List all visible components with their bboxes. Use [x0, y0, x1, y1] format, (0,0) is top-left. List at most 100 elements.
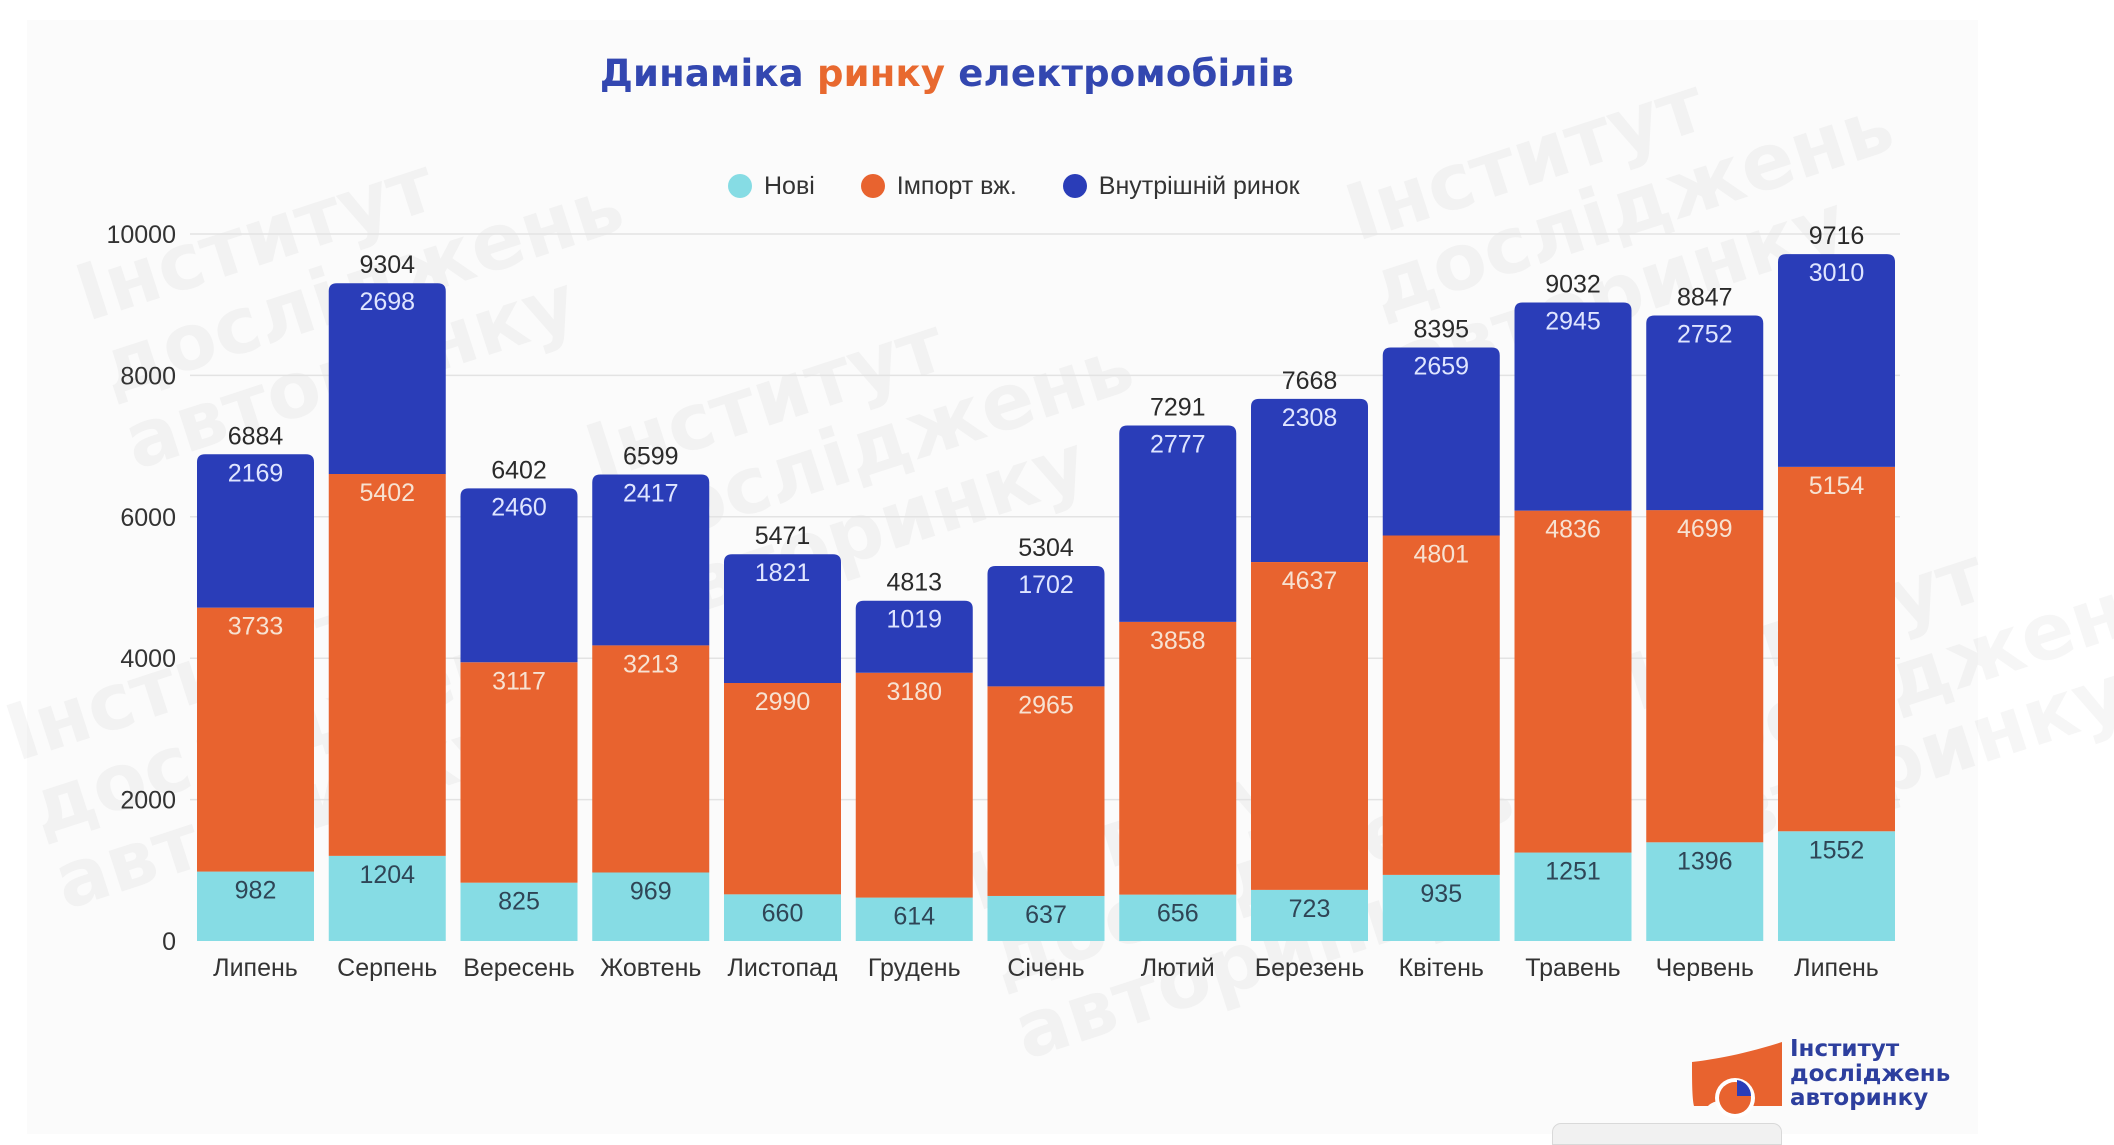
logo-text: Інститут досліджень авторинку [1790, 1037, 1950, 1111]
bars: 982 3733 2169 6884 1204 5402 2698 9304 825 3117 24… [197, 222, 1895, 941]
y-axis: 0 2000 4000 6000 8000 10000 [106, 221, 176, 956]
total-label: 8395 [1413, 315, 1469, 343]
bar-segment-domestic [855, 600, 973, 673]
bar-segment-domestic [1119, 425, 1237, 622]
data-label-domestic: 2752 [1677, 321, 1733, 349]
bar-segment-import [328, 473, 446, 856]
data-label-import: 3858 [1150, 627, 1206, 655]
total-label: 6599 [623, 442, 679, 470]
x-tick-label: Січень [1007, 954, 1084, 982]
data-label-import: 5402 [359, 479, 415, 507]
total-label: 6402 [491, 456, 547, 484]
total-label: 9304 [359, 251, 415, 279]
y-tick-label: 10000 [106, 221, 176, 249]
bar-segment-import [592, 645, 710, 873]
bar-stack: 935 4801 2659 8395 [1382, 315, 1500, 941]
chart-title: Динаміка ринку електромобілів [0, 52, 1894, 95]
data-label-domestic: 1702 [1018, 571, 1074, 599]
bar-segment-domestic [460, 488, 578, 663]
x-tick-label: Вересень [463, 954, 575, 982]
x-tick-label: Листопад [728, 954, 838, 982]
bar-segment-new [1382, 874, 1500, 941]
legend-dot-import-icon [860, 174, 885, 198]
bar-segment-import [1646, 510, 1764, 843]
total-label: 7291 [1150, 394, 1206, 422]
data-label-new: 1251 [1545, 858, 1601, 886]
bar-segment-new [328, 855, 446, 941]
data-label-import: 4801 [1413, 540, 1469, 568]
bar-segment-new [592, 872, 710, 941]
data-label-domestic: 2460 [491, 493, 547, 521]
x-tick-label: Серпень [337, 954, 437, 982]
bar-segment-domestic [328, 283, 446, 474]
bar-segment-import [1119, 621, 1237, 895]
bar-segment-domestic [1251, 398, 1368, 563]
data-label-import: 4637 [1282, 567, 1338, 595]
total-label: 9032 [1545, 270, 1601, 298]
legend-item-new[interactable]: Нові [728, 172, 815, 201]
bar-segment-domestic [1778, 254, 1895, 467]
y-tick-label: 2000 [120, 787, 176, 815]
bar-segment-import [855, 672, 973, 898]
x-tick-label: Березень [1255, 954, 1365, 982]
bar-stack: 825 3117 2460 6402 [460, 456, 578, 941]
title-part-1: Динаміка [599, 52, 817, 95]
bar-stack: 1552 5154 3010 9716 [1778, 222, 1895, 941]
bar-stack: 660 2990 1821 5471 [724, 522, 841, 941]
bar-stack: 1204 5402 2698 9304 [328, 251, 446, 941]
bar-segment-import [724, 682, 841, 895]
total-label: 8847 [1677, 284, 1733, 312]
bar-segment-domestic [197, 454, 314, 608]
y-tick-label: 4000 [120, 645, 176, 673]
x-tick-label: Жовтень [600, 954, 701, 982]
legend-item-domestic[interactable]: Внутрішній ринок [1062, 172, 1300, 201]
data-label-domestic: 2777 [1150, 431, 1206, 459]
data-label-new: 614 [893, 903, 935, 931]
bar-stack: 656 3858 2777 7291 [1119, 394, 1237, 941]
bar-segment-new [855, 897, 973, 941]
data-label-new: 660 [762, 899, 804, 927]
bottom-tab[interactable] [1552, 1123, 1782, 1145]
data-label-new: 1204 [359, 861, 415, 889]
data-label-import: 3213 [623, 650, 679, 678]
bar-segment-import [987, 686, 1105, 896]
bar-segment-domestic [1382, 347, 1500, 536]
bar-segment-import [1778, 466, 1895, 832]
bar-segment-new [460, 882, 578, 941]
x-tick-label: Липень [213, 954, 298, 982]
data-label-import: 4836 [1545, 516, 1601, 544]
data-label-domestic: 1019 [886, 606, 942, 634]
data-label-new: 982 [235, 877, 277, 905]
data-label-new: 723 [1289, 895, 1331, 923]
bar-stack: 982 3733 2169 6884 [197, 422, 314, 941]
data-label-domestic: 2417 [623, 479, 679, 507]
x-axis: Липень Серпень Вересень Жовтень Листопад Груд… [213, 954, 1879, 982]
data-label-domestic: 2698 [359, 288, 415, 316]
bar-segment-new [987, 895, 1105, 941]
legend-dot-domestic-icon [1062, 174, 1087, 198]
data-label-new: 969 [630, 877, 672, 905]
total-label: 4813 [886, 569, 942, 597]
data-label-domestic: 2308 [1282, 404, 1338, 432]
bar-segment-new [1778, 831, 1895, 941]
data-label-new: 637 [1025, 901, 1067, 929]
data-label-import: 3733 [228, 613, 284, 641]
bar-segment-import [1382, 535, 1500, 875]
data-label-import: 3180 [886, 678, 942, 706]
x-tick-label: Грудень [868, 954, 961, 982]
data-label-import: 2990 [755, 688, 811, 716]
total-label: 9716 [1809, 222, 1865, 250]
x-tick-label: Липень [1794, 954, 1879, 982]
institute-logo-icon [1692, 1042, 1782, 1118]
legend-item-import[interactable]: Імпорт вж. [860, 172, 1017, 201]
bar-stack: 1396 4699 2752 8847 [1646, 284, 1764, 941]
total-label: 6884 [228, 422, 284, 450]
y-tick-label: 0 [162, 928, 176, 956]
bar-segment-new [1514, 852, 1632, 941]
data-label-import: 2965 [1018, 691, 1074, 719]
data-label-domestic: 2169 [228, 459, 284, 487]
data-label-import: 4699 [1677, 515, 1733, 543]
bar-segment-new [197, 871, 314, 941]
x-tick-label: Лютий [1141, 954, 1215, 982]
